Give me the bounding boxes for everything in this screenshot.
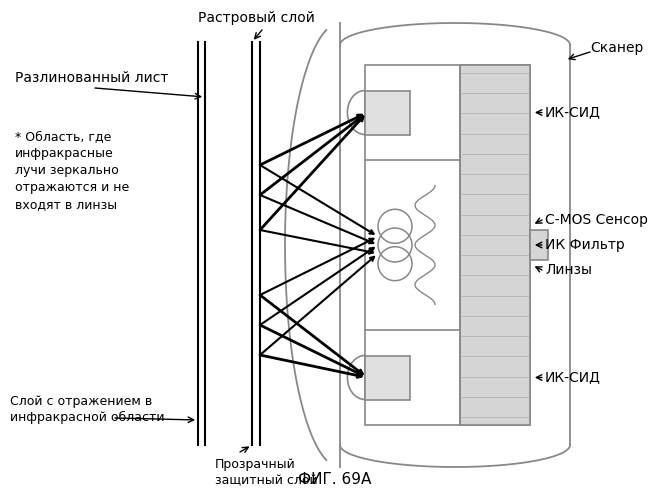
Bar (365, 356, 410, 400)
Text: Растровый слой: Растровый слой (198, 11, 314, 25)
Text: Линзы: Линзы (545, 263, 592, 277)
Text: C-MOS Сенсор: C-MOS Сенсор (545, 213, 648, 227)
Text: ИК Фильтр: ИК Фильтр (545, 238, 624, 252)
Text: Прозрачный
защитный слой: Прозрачный защитный слой (215, 458, 318, 487)
Text: ИК-СИД: ИК-СИД (545, 370, 601, 384)
Bar (530, 230, 548, 260)
Text: * Область, где
инфракрасные
лучи зеркально
отражаются и не
входят в линзы: * Область, где инфракрасные лучи зеркаль… (15, 130, 129, 211)
Text: Разлинованный лист: Разлинованный лист (15, 71, 168, 85)
Bar (365, 65, 530, 425)
Text: ИК-СИД: ИК-СИД (545, 106, 601, 120)
Text: Слой с отражением в
инфракрасной области: Слой с отражением в инфракрасной области (10, 395, 165, 424)
Bar (460, 65, 530, 425)
Text: Сканер: Сканер (590, 41, 643, 55)
Text: ФИГ. 69А: ФИГ. 69А (298, 472, 372, 488)
Bar (365, 90, 410, 134)
